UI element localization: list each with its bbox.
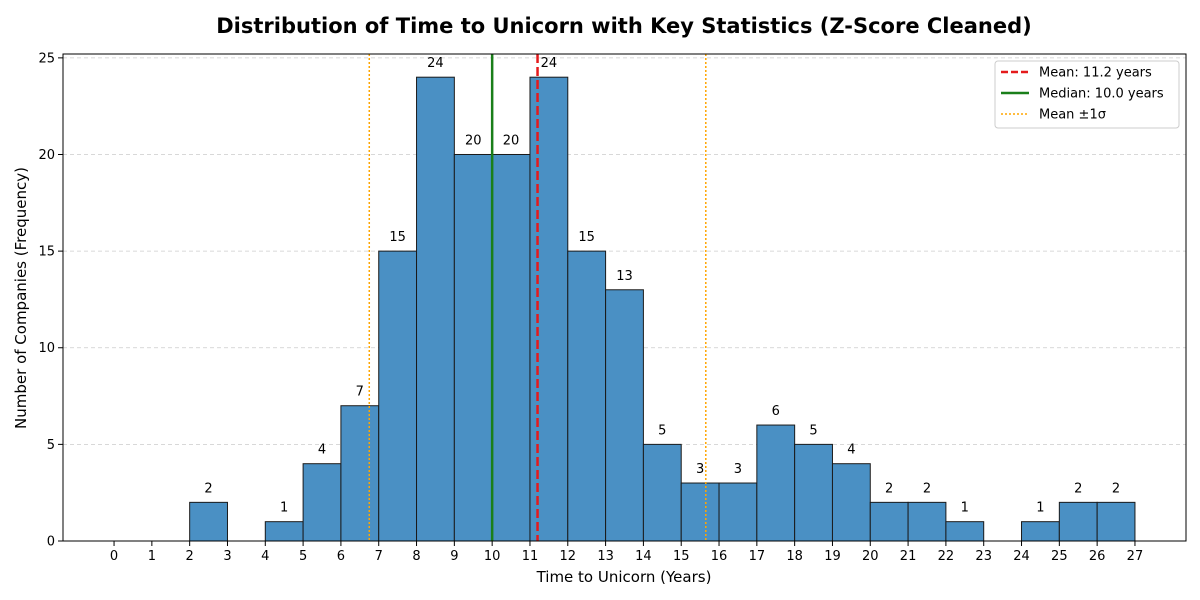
bar-count-label: 2: [885, 481, 893, 496]
x-tick-label: 8: [412, 549, 420, 564]
histogram-bar: [945, 521, 985, 542]
bar-count-label: 20: [503, 133, 520, 148]
histogram-bar: [642, 443, 682, 542]
bar-count-label: 2: [923, 481, 931, 496]
x-tick-label: 3: [223, 549, 231, 564]
bars-layer: [189, 76, 1136, 542]
histogram-bar: [302, 463, 342, 542]
legend-label: Mean ±1σ: [1039, 108, 1106, 123]
bar-count-label: 24: [427, 56, 444, 71]
histogram-bar: [1058, 501, 1098, 542]
x-tick-label: 2: [186, 549, 194, 564]
bar-count-label: 20: [465, 133, 482, 148]
x-tick-label: 4: [261, 549, 269, 564]
histogram-bar: [907, 501, 947, 542]
chart-title: Distribution of Time to Unicorn with Key…: [216, 14, 1031, 38]
histogram-bar: [491, 153, 531, 542]
axes-layer: 0 1 2 3 4 5 6 7 8 9 10 11 12 13 14 15 16 17 18 19 20 21 22 23 24…: [38, 51, 1187, 564]
x-tick-label: 1: [148, 549, 156, 564]
bar-count-label: 4: [847, 443, 855, 458]
x-tick-label: 17: [749, 549, 766, 564]
x-tick-label: 18: [786, 549, 803, 564]
bar-count-label: 1: [280, 501, 288, 516]
x-tick-label: 12: [560, 549, 577, 564]
histogram-bar: [756, 424, 796, 542]
y-tick-label: 25: [38, 51, 55, 66]
x-tick-label: 26: [1089, 549, 1106, 564]
legend-label: Median: 10.0 years: [1039, 87, 1164, 102]
bar-count-label: 15: [389, 230, 406, 245]
bar-count-label: 4: [318, 443, 326, 458]
histogram-bar: [794, 443, 833, 542]
x-tick-label: 24: [1013, 549, 1030, 564]
x-tick-label: 25: [1051, 549, 1068, 564]
bar-count-label: 5: [809, 423, 817, 438]
bar-count-label: 1: [1036, 501, 1044, 516]
histogram-bar: [605, 289, 644, 542]
x-tick-label: 21: [900, 549, 917, 564]
x-tick-label: 14: [635, 549, 652, 564]
histogram-bar: [340, 405, 380, 542]
x-tick-label: 5: [299, 549, 307, 564]
x-tick-label: 6: [337, 549, 345, 564]
x-tick-label: 9: [450, 549, 458, 564]
legend: Mean: 11.2 years Median: 10.0 years Mean ±…: [994, 60, 1180, 129]
bar-count-label: 2: [204, 481, 212, 496]
bar-count-label: 7: [356, 385, 364, 400]
x-tick-label: 19: [824, 549, 841, 564]
histogram-bar: [567, 250, 607, 542]
x-tick-label: 0: [110, 549, 118, 564]
histogram-bar: [1096, 501, 1136, 542]
bar-labels-layer: 2 1 4 7 15 24 20 20 24 15 13 5 3 3 6 5 4 2 2 1 1 2 2: [204, 56, 1120, 515]
bar-count-label: 3: [734, 462, 742, 477]
bar-count-label: 3: [696, 462, 704, 477]
y-tick-label: 15: [38, 245, 55, 260]
x-tick-label: 13: [597, 549, 614, 564]
bar-count-label: 2: [1112, 481, 1120, 496]
bar-count-label: 2: [1074, 481, 1082, 496]
y-tick-label: 0: [47, 535, 55, 550]
x-tick-label: 11: [522, 549, 539, 564]
histogram-bar: [869, 501, 909, 542]
x-tick-label: 16: [711, 549, 728, 564]
bar-count-label: 15: [578, 230, 595, 245]
bar-count-label: 24: [541, 56, 558, 71]
y-tick-label: 20: [38, 148, 55, 163]
histogram-bar: [453, 153, 493, 542]
histogram-bar: [264, 521, 304, 542]
x-tick-label: 27: [1127, 549, 1144, 564]
reference-lines-layer: [368, 54, 707, 541]
bar-count-label: 5: [658, 423, 666, 438]
x-tick-label: 22: [938, 549, 955, 564]
histogram-bar: [189, 501, 228, 542]
histogram-bar: [1021, 521, 1060, 542]
bar-count-label: 6: [772, 404, 780, 419]
x-tick-label: 20: [862, 549, 879, 564]
y-tick-label: 10: [38, 341, 55, 356]
histogram-bar: [831, 463, 871, 542]
x-axis-label: Time to Unicorn (Years): [536, 568, 712, 586]
x-tick-label: 15: [673, 549, 690, 564]
legend-box: [994, 60, 1180, 129]
histogram-bar: [718, 482, 758, 542]
histogram-bar: [378, 250, 418, 542]
histogram-bar: [529, 76, 569, 542]
legend-label: Mean: 11.2 years: [1039, 66, 1152, 81]
x-tick-label: 7: [375, 549, 383, 564]
bar-count-label: 1: [961, 501, 969, 516]
bar-count-label: 13: [616, 269, 633, 284]
plot-frame: [62, 53, 1187, 542]
x-tick-label: 10: [484, 549, 501, 564]
y-axis-label: Number of Companies (Frequency): [12, 167, 30, 429]
histogram-bar: [680, 482, 720, 542]
y-tick-label: 5: [47, 438, 55, 453]
histogram-bar: [416, 76, 455, 542]
x-tick-label: 23: [975, 549, 992, 564]
